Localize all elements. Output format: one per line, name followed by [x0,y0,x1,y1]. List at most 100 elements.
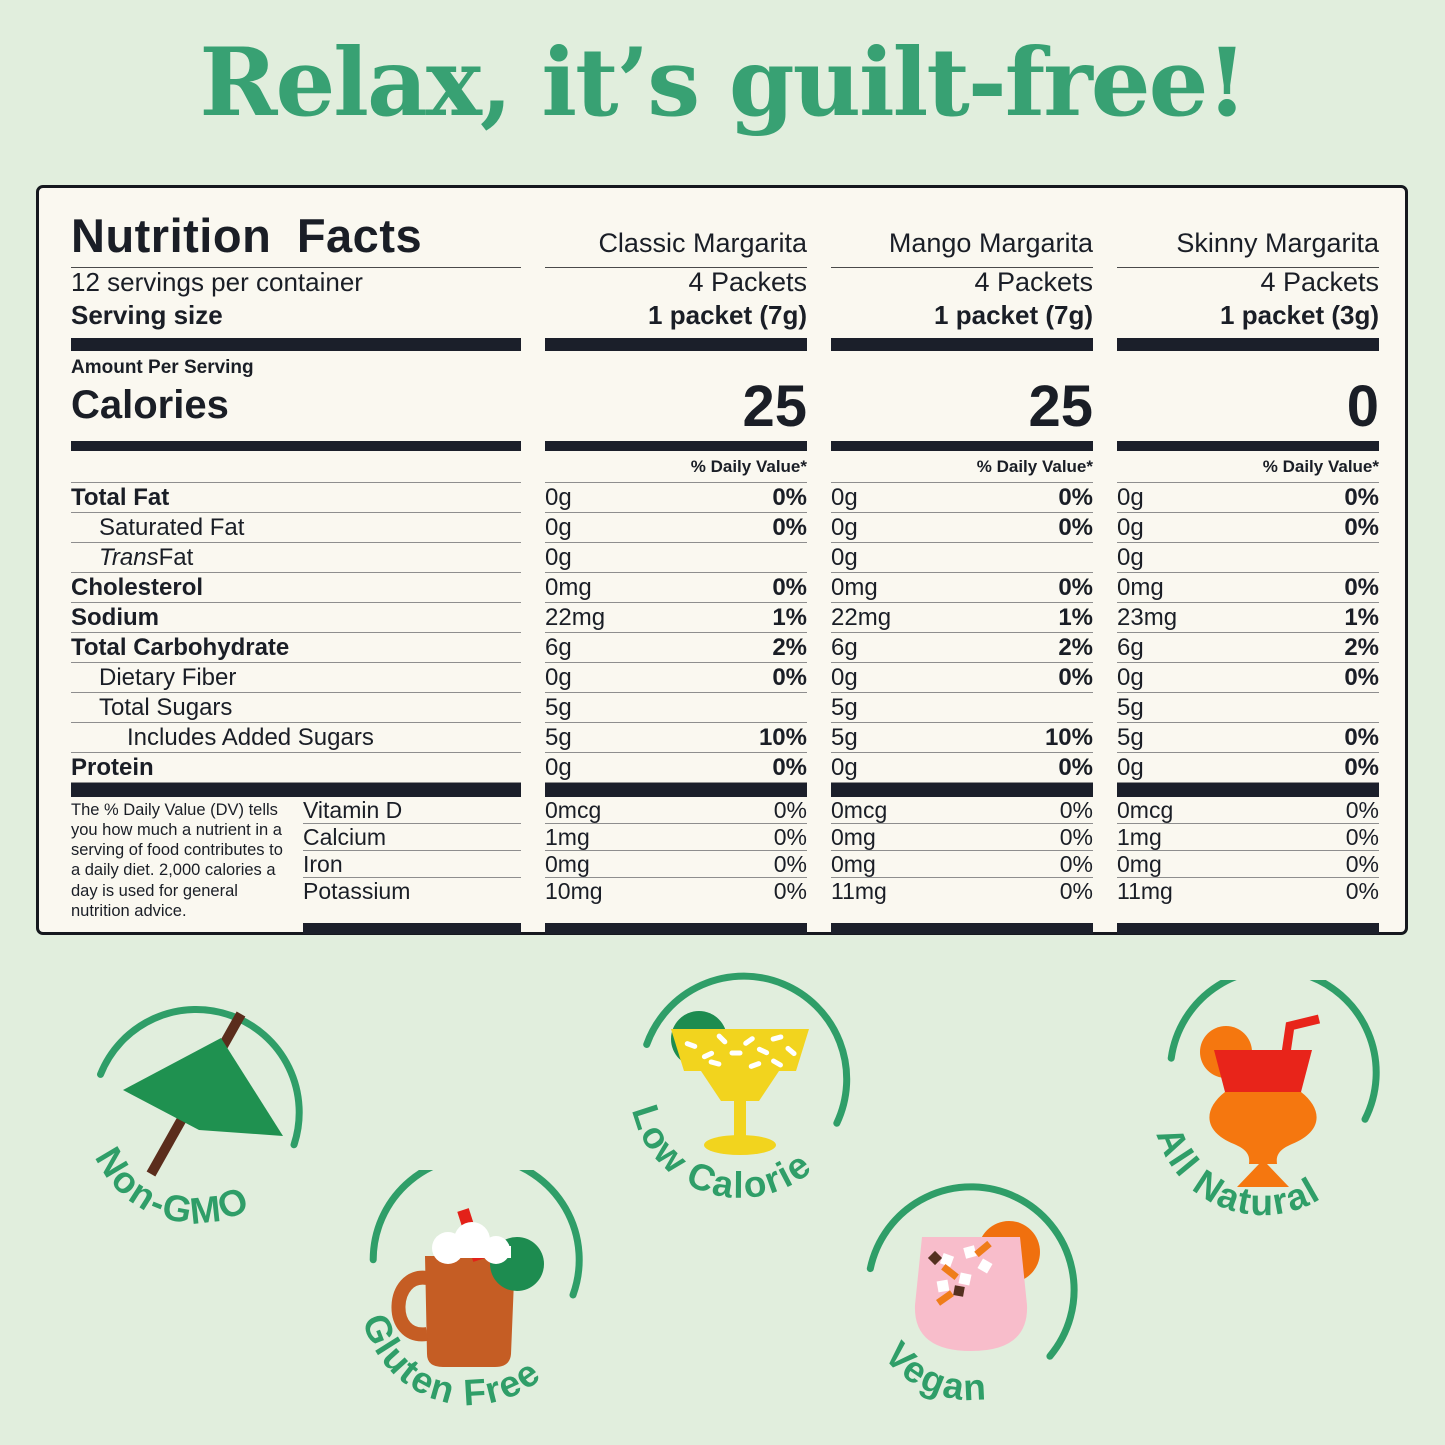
vitamin-label: Vitamin D [303,797,521,824]
nutrient-cell: 5g [1117,693,1379,723]
vitamin-cell: 0mcg 0% [545,796,807,824]
nutrient-cell: 6g 2% [831,633,1093,663]
nutrient-label: Total Fat [71,483,521,513]
daily-value-header: % Daily Value* [831,457,1093,483]
servings-row: 12 servings per container 4 Packets 4 Pa… [71,266,1381,299]
nutrient-row-total-sugars: Total Sugars 5g 5g 5g [71,693,1381,723]
product-name: Classic Margarita [545,228,807,268]
nutrient-label: Cholesterol [71,573,521,603]
nutrient-cell: 0g 0% [545,513,807,543]
nutrient-row-total-carbohydrate: Total Carbohydrate 6g 2% 6g 2% 6g 2% [71,633,1381,663]
nutrient-row-added-sugars: Includes Added Sugars 5g 10% 5g 10% 5g 0% [71,723,1381,753]
nutrient-cell: 0g 0% [545,663,807,693]
hurricane-glass-icon [1200,1014,1321,1187]
calories-word: Calories [71,383,229,427]
badge-vegan: Vegan [846,1165,1096,1415]
nutrient-cell: 0mg 0% [1117,573,1379,603]
nutrient-cell: 0g [1117,543,1379,573]
serving-size-value: 1 packet (7g) [934,300,1093,330]
badge-gluten-free: Gluten Free [345,1170,595,1420]
nutrient-label: Sodium [71,603,521,633]
page-title: Relax, it’s guilt-free! [199,28,1247,138]
calories-label-block: Amount Per Serving Calories [71,354,521,438]
nutrient-row-sodium: Sodium 22mg 1% 22mg 1% 23mg 1% [71,603,1381,633]
nutrient-label: Total Carbohydrate [71,633,521,663]
medium-divider [71,441,1381,451]
daily-value-footnote: The % Daily Value (DV) tells you how muc… [71,801,283,920]
thick-divider [71,783,1381,797]
label-header-row: Nutrition Facts Classic Margarita Mango … [71,208,1381,268]
nutrition-facts-heading: Nutrition Facts [71,208,521,268]
packets-count: 4 Packets [688,267,807,297]
nutrient-label: Total Sugars [71,693,521,723]
vitamins-section: The % Daily Value (DV) tells you how muc… [71,797,1381,921]
daily-value-header: % Daily Value* [545,457,807,483]
calories-value: 25 [1028,374,1093,439]
vitamin-cell: 10mg 0% [545,877,807,904]
badge-all-natural: All Natural [1138,980,1388,1230]
vitamin-cell: 0mg 0% [831,823,1093,851]
packets-count: 4 Packets [1260,267,1379,297]
nutrient-row-cholesterol: Cholesterol 0mg 0% 0mg 0% 0mg 0% [71,573,1381,603]
nutrient-cell: 22mg 1% [831,603,1093,633]
serving-size-value: 1 packet (3g) [1220,300,1379,330]
badge-ring [369,1170,583,1299]
nutrient-cell: 0g 0% [831,753,1093,783]
margarita-glass-icon [671,1011,809,1155]
nutrient-row-trans-fat: Trans Fat 0g 0g 0g [71,543,1381,573]
nutrient-cell: 22mg 1% [545,603,807,633]
cocktail-umbrella-icon [123,1011,283,1177]
badge-non-gmo: Non-GMO [71,988,321,1238]
badge-low-calorie: Low Calorie [615,963,865,1213]
vitamin-cell: 11mg 0% [1117,877,1379,904]
nutrient-cell: 6g 2% [545,633,807,663]
daily-value-header-row: % Daily Value* % Daily Value* % Daily Va… [71,451,1381,483]
nutrient-row-total-fat: Total Fat 0g 0% 0g 0% 0g 0% [71,483,1381,513]
nutrient-cell: 0mg 0% [831,573,1093,603]
nutrient-cell: 0g 0% [831,513,1093,543]
calories-value: 25 [742,374,807,439]
nutrient-label: Protein [71,753,521,783]
vitamin-label: Potassium [303,877,411,904]
serving-size-label: Serving size [71,300,223,330]
nutrient-cell: 0g 0% [1117,513,1379,543]
nutrient-cell: 5g 10% [545,723,807,753]
badge-ring [866,1183,1078,1360]
nutrient-cell: 5g 0% [1117,723,1379,753]
servings-per-container: 12 servings per container [71,267,363,297]
nutrient-cell: 23mg 1% [1117,603,1379,633]
svg-text:Non-GMO: Non-GMO [87,1140,255,1232]
nutrient-cell: 6g 2% [1117,633,1379,663]
vitamin-cell: 0mg 0% [831,850,1093,878]
nutrient-cell: 5g [545,693,807,723]
calories-value: 0 [1346,374,1379,439]
vitamin-cell: 1mg 0% [545,823,807,851]
nutrient-label: Saturated Fat [71,513,521,543]
nutrient-cell: 0g 0% [831,483,1093,513]
nutrient-cell: 0g 0% [1117,753,1379,783]
pink-cocktail-icon [914,1221,1040,1351]
thick-divider [71,338,1381,351]
sprinkles [927,1240,993,1306]
nutrient-cell: 5g 10% [831,723,1093,753]
vitamin-cell: 11mg 0% [831,877,1093,904]
product-name: Mango Margarita [831,228,1093,268]
nutrient-cell: 0g 0% [545,483,807,513]
vitamin-label: Iron [303,851,521,878]
product-name: Skinny Margarita [1117,228,1379,268]
nutrient-row-protein: Protein 0g 0% 0g 0% 0g 0% [71,753,1381,783]
nutrient-cell: 0g 0% [831,663,1093,693]
nutrient-row-saturated-fat: Saturated Fat 0g 0% 0g 0% 0g 0% [71,513,1381,543]
badge-ring [643,972,851,1127]
nutrient-row-dietary-fiber: Dietary Fiber 0g 0% 0g 0% 0g 0% [71,663,1381,693]
salt-rim [684,1033,797,1069]
nutrient-label: Includes Added Sugars [71,723,521,753]
badge-label: Non-GMO [87,1140,253,1232]
nutrient-cell: 0g 0% [1117,663,1379,693]
nutrient-cell: 5g [831,693,1093,723]
vitamin-cell: 0mcg 0% [831,796,1093,824]
mule-mug-icon [391,1208,544,1367]
vitamin-cell: 0mcg 0% [1117,796,1379,824]
daily-value-header: % Daily Value* [1117,457,1379,483]
